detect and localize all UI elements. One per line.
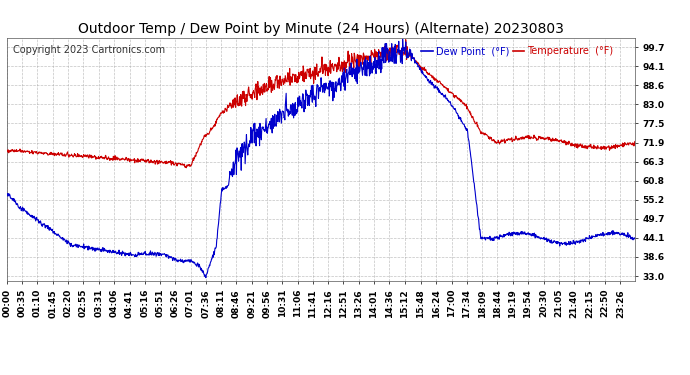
Title: Outdoor Temp / Dew Point by Minute (24 Hours) (Alternate) 20230803: Outdoor Temp / Dew Point by Minute (24 H…: [78, 22, 564, 36]
Legend: Dew Point  (°F), Temperature  (°F): Dew Point (°F), Temperature (°F): [417, 42, 618, 60]
Text: Copyright 2023 Cartronics.com: Copyright 2023 Cartronics.com: [13, 45, 166, 55]
